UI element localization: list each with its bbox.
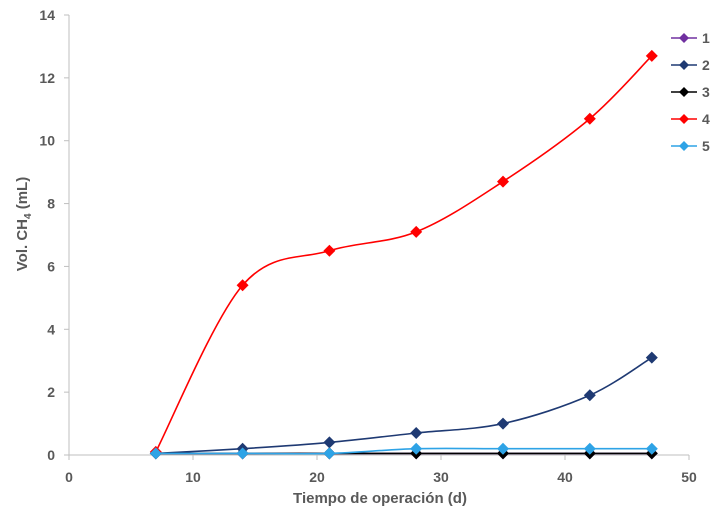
legend-marker bbox=[679, 141, 689, 151]
data-point bbox=[645, 49, 658, 62]
legend-item: 2 bbox=[671, 57, 710, 73]
x-tick-label: 10 bbox=[185, 469, 201, 485]
series-5 bbox=[149, 442, 658, 460]
y-tick-label: 8 bbox=[47, 196, 55, 212]
legend-marker bbox=[679, 60, 689, 70]
legend-marker bbox=[679, 114, 689, 124]
data-point bbox=[323, 244, 336, 257]
data-point bbox=[645, 351, 658, 364]
data-point bbox=[583, 112, 596, 125]
legend-marker bbox=[679, 87, 689, 97]
data-point bbox=[497, 417, 509, 430]
legend-label: 5 bbox=[702, 138, 710, 154]
y-tick-label: 14 bbox=[39, 7, 55, 23]
data-point bbox=[410, 225, 423, 238]
y-axis-title: Vol. CH4 (mL) bbox=[14, 177, 34, 271]
data-point bbox=[497, 175, 509, 188]
y-tick-label: 4 bbox=[47, 321, 55, 337]
legend-item: 3 bbox=[671, 84, 710, 100]
legend-marker bbox=[679, 33, 689, 43]
data-point bbox=[236, 447, 249, 460]
y-tick-label: 6 bbox=[47, 258, 55, 274]
data-point bbox=[497, 442, 509, 455]
x-tick-label: 40 bbox=[557, 469, 573, 485]
series-line bbox=[155, 356, 653, 455]
legend-item: 4 bbox=[671, 111, 710, 127]
legend: 1 2 3 4 5 bbox=[671, 30, 710, 154]
data-point bbox=[410, 442, 423, 455]
x-tick-label: 30 bbox=[433, 469, 449, 485]
legend-label: 4 bbox=[702, 111, 710, 127]
axes: 0 2 4 6 8 10 12 14 0 10 20 30 40 50 bbox=[39, 7, 697, 485]
data-point bbox=[323, 447, 336, 460]
x-tick-label: 0 bbox=[65, 469, 73, 485]
y-axis-title-main: Vol. CH bbox=[14, 219, 31, 271]
y-tick-label: 12 bbox=[39, 70, 55, 86]
x-tick-label: 20 bbox=[309, 469, 325, 485]
x-axis-title: Tiempo de operación (d) bbox=[293, 490, 467, 507]
legend-item: 5 bbox=[671, 138, 710, 154]
data-point bbox=[645, 442, 658, 455]
y-tick-label: 2 bbox=[47, 384, 55, 400]
series-line bbox=[155, 55, 653, 453]
y-axis-title-unit: (mL) bbox=[14, 177, 31, 214]
y-axis-title-subscript: 4 bbox=[23, 213, 34, 219]
data-point bbox=[583, 389, 596, 402]
data-point bbox=[149, 447, 162, 460]
data-point bbox=[236, 279, 249, 292]
y-tick-label: 10 bbox=[39, 133, 55, 149]
legend-label: 2 bbox=[702, 57, 710, 73]
data-point bbox=[323, 436, 336, 449]
legend-label: 1 bbox=[702, 30, 710, 46]
data-point bbox=[583, 442, 596, 455]
data-point bbox=[410, 427, 423, 439]
legend-item: 1 bbox=[671, 30, 710, 46]
series-4 bbox=[149, 49, 658, 458]
legend-label: 3 bbox=[702, 84, 710, 100]
y-tick-label: 0 bbox=[47, 447, 55, 463]
plot-area bbox=[149, 49, 658, 460]
series-2 bbox=[149, 351, 658, 460]
x-tick-label: 50 bbox=[681, 469, 697, 485]
